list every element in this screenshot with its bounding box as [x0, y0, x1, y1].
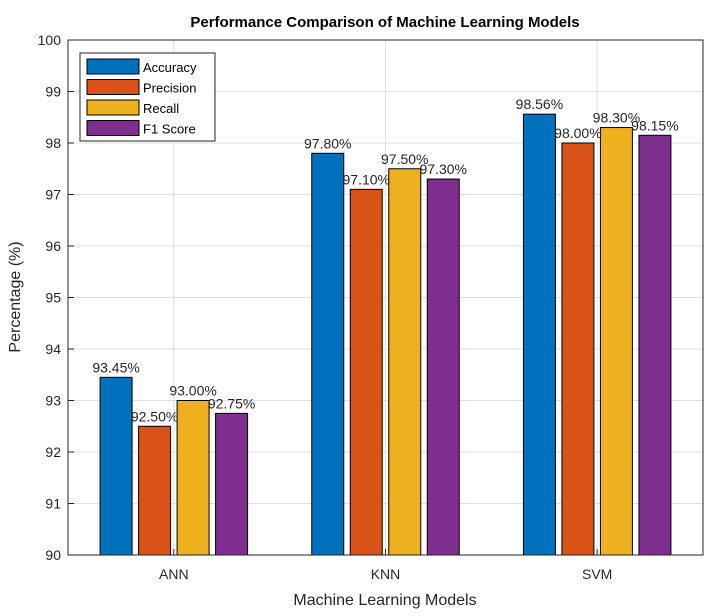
- x-tick-label: SVM: [582, 566, 612, 582]
- x-axis-ticks: ANN KNN SVM: [159, 549, 612, 582]
- y-axis-label: Percentage (%): [7, 241, 24, 352]
- y-axis-ticks: 90 91 92 93 94 95 96 97 98 99 100: [38, 32, 74, 563]
- y-tick-label: 95: [45, 290, 61, 306]
- x-tick-label: KNN: [371, 566, 401, 582]
- y-tick-label: 100: [38, 32, 62, 48]
- legend-swatch: [86, 120, 140, 136]
- bar-precision: [349, 188, 383, 556]
- bars: [99, 113, 672, 556]
- data-label: 97.30%: [420, 161, 467, 177]
- x-axis-label: Machine Learning Models: [293, 592, 476, 609]
- bar-recall: [388, 168, 422, 556]
- y-tick-label: 91: [45, 496, 61, 512]
- legend-label: Accuracy: [143, 60, 197, 75]
- chart-title: Performance Comparison of Machine Learni…: [190, 14, 579, 31]
- legend-swatch: [86, 99, 140, 116]
- bar-precision: [138, 425, 172, 556]
- legend-label: F1 Score: [143, 122, 196, 137]
- data-label: 98.00%: [554, 125, 601, 141]
- y-tick-label: 94: [45, 341, 61, 357]
- legend-swatch: [86, 79, 140, 95]
- bar-accuracy: [522, 113, 556, 556]
- data-label: 92.50%: [131, 408, 178, 424]
- y-tick-label: 97: [45, 187, 61, 203]
- bar-accuracy: [311, 152, 345, 556]
- bar-recall: [176, 400, 210, 556]
- bar-f1-score: [215, 412, 249, 556]
- y-tick-label: 90: [45, 547, 61, 563]
- data-label: 98.56%: [516, 96, 563, 112]
- legend-label: Precision: [143, 81, 196, 96]
- data-label: 97.80%: [304, 135, 351, 151]
- bar-precision: [561, 142, 595, 556]
- bar-recall: [599, 127, 633, 556]
- y-tick-label: 92: [45, 444, 61, 460]
- data-label: 92.75%: [208, 395, 255, 411]
- y-tick-label: 96: [45, 238, 61, 254]
- y-tick-label: 98: [45, 135, 61, 151]
- data-label: 93.45%: [92, 359, 139, 375]
- data-labels: 93.45% 97.80% 98.56% 92.50% 97.10% 98.00% 93.0…: [92, 96, 678, 424]
- bar-f1-score: [426, 178, 460, 556]
- bar-f1-score: [638, 134, 672, 556]
- bar-accuracy: [99, 376, 133, 556]
- legend-swatch: [86, 58, 140, 75]
- x-tick-label: ANN: [159, 566, 189, 582]
- y-tick-label: 93: [45, 393, 61, 409]
- legend: Accuracy Precision Recall F1 Score: [79, 52, 216, 142]
- data-label: 97.50%: [381, 151, 428, 167]
- y-tick-label: 99: [45, 84, 61, 100]
- data-label: 97.10%: [343, 171, 390, 187]
- data-label: 98.15%: [631, 117, 678, 133]
- legend-label: Recall: [143, 101, 179, 116]
- data-label: 98.30%: [593, 110, 640, 126]
- data-label: 93.00%: [169, 383, 216, 399]
